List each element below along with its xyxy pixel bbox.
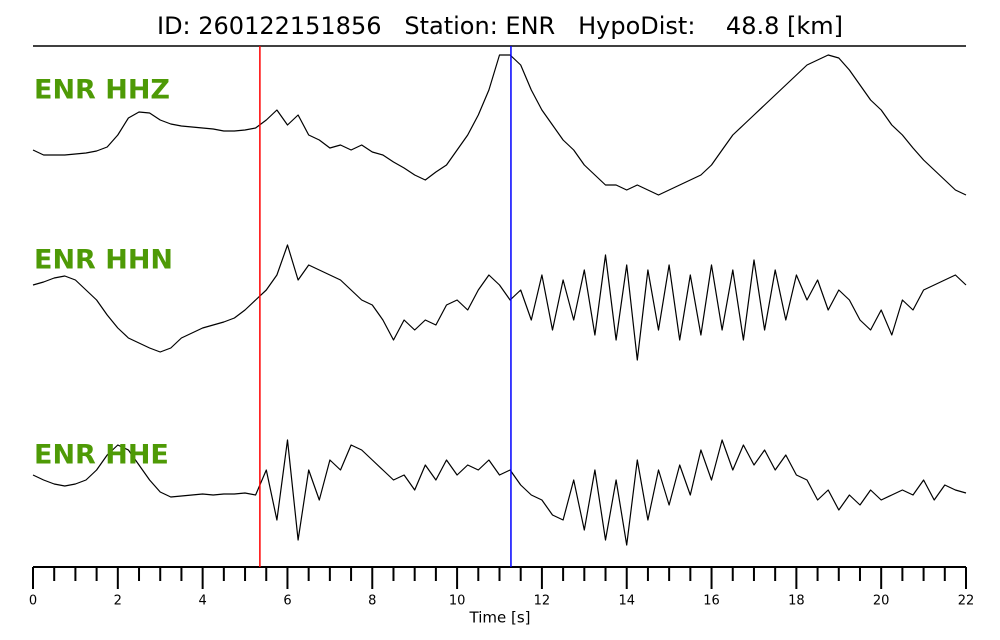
x-tick-label: 14 bbox=[618, 594, 635, 609]
trace-label: ENR HHN bbox=[34, 245, 173, 276]
x-tick-label: 4 bbox=[198, 594, 206, 609]
x-tick-label: 18 bbox=[788, 594, 805, 609]
x-tick-label: 6 bbox=[283, 594, 291, 609]
x-axis-label: Time [s] bbox=[469, 609, 531, 627]
x-tick-label: 8 bbox=[368, 594, 376, 609]
waveform bbox=[32, 54, 967, 196]
x-tick-label: 16 bbox=[703, 594, 720, 609]
x-tick-label: 20 bbox=[873, 594, 890, 609]
waveform bbox=[32, 244, 967, 361]
x-tick-label: 10 bbox=[449, 594, 466, 609]
x-tick-label: 2 bbox=[114, 594, 122, 609]
x-tick-label: 0 bbox=[29, 594, 37, 609]
waveform bbox=[32, 439, 967, 546]
x-tick-label: 22 bbox=[958, 594, 975, 609]
trace-label: ENR HHE bbox=[34, 440, 169, 471]
chart-title: ID: 260122151856 Station: ENR HypoDist: … bbox=[157, 12, 843, 40]
x-tick-label: 12 bbox=[534, 594, 551, 609]
trace-label: ENR HHZ bbox=[34, 75, 170, 106]
